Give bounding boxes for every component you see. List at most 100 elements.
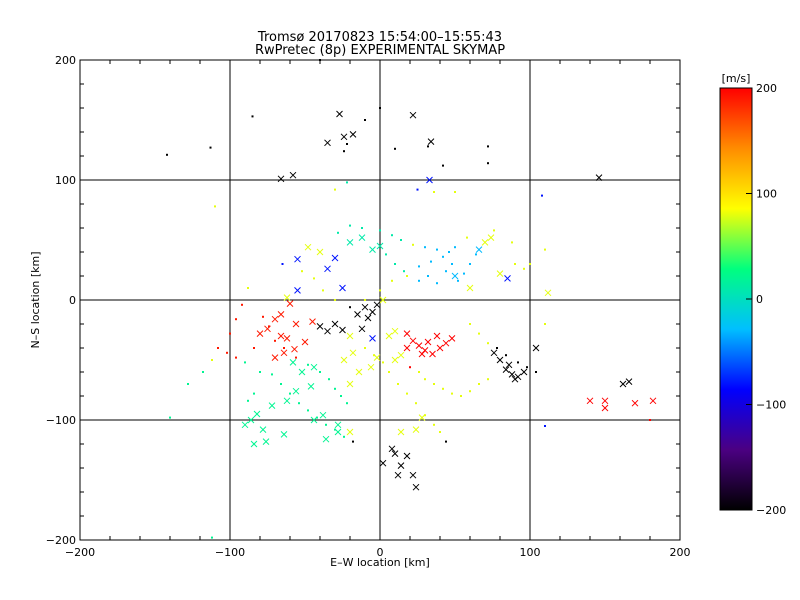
scatter-point-dot [364,347,366,349]
scatter-point-dot [244,361,246,364]
scatter-point-x [283,335,291,342]
scatter-point-dot [436,248,438,251]
scatter-point-x [409,337,417,345]
scatter-point-dot [214,205,216,208]
scatter-point-x [310,363,318,371]
scatter-point-x [271,354,279,361]
x-marker-stroke [487,234,495,241]
scatter-point-dot [346,402,348,405]
x-marker-stroke [355,368,363,376]
scatter-point-dot [433,383,435,385]
x-marker-stroke [354,311,361,318]
scatter-point-x [324,265,331,273]
scatter-point-x [511,375,519,383]
x-marker-stroke [291,345,298,353]
scatter-point-x [502,366,510,373]
scatter-point-x [294,255,301,263]
x-marker-stroke [451,272,459,280]
scatter-point-x [403,330,411,337]
x-marker-stroke [505,361,513,369]
scatter-point-dot [469,263,471,265]
scatter-point-dot [391,279,393,282]
scatter-point-x [376,242,384,250]
scatter-point-x [292,320,300,328]
scatter-point-dot [427,145,429,148]
x-marker-stroke [496,270,504,277]
scatter-point-dot [478,332,480,335]
x-marker-stroke [490,349,498,357]
plot-area [79,59,681,541]
x-marker-stroke [324,327,331,335]
scatter-point-x [346,428,354,436]
x-marker-stroke [340,133,348,141]
x-marker-stroke [346,428,354,436]
x-marker-stroke [625,378,633,385]
scatter-point-dot [280,383,282,385]
scatter-point-dot [319,371,321,373]
x-marker-stroke [298,368,306,376]
scatter-point-dot [400,239,402,241]
scatter-point-x [289,359,297,366]
x-marker-stroke [448,335,456,342]
scatter-point-dot [454,191,456,193]
x-marker-stroke [340,356,348,364]
scatter-point-dot [187,383,189,385]
x-marker-stroke [544,289,552,297]
scatter-point-x [340,133,348,141]
scatter-point-dot [295,356,297,359]
x-marker-stroke [286,300,294,307]
scatter-point-x [504,275,511,282]
scatter-point-dot [469,323,471,325]
x-marker-stroke [277,332,285,340]
x-marker-stroke [426,176,433,184]
scatter-point-x [340,356,348,364]
scatter-point-dot [394,263,396,265]
scatter-point-x [294,287,301,294]
x-marker-stroke [409,111,417,119]
x-marker-stroke [508,371,516,378]
scatter-point-dot [448,251,450,253]
x-marker-stroke [310,363,318,371]
scatter-point-x [253,410,261,418]
scatter-point-dot [281,263,284,265]
scatter-point-x [412,426,420,433]
scatter-point-dot [529,263,531,265]
scatter-point-x [316,248,324,256]
scatter-point-x [397,351,405,359]
scatter-point-x [268,402,276,409]
scatter-point-x [369,246,376,253]
scatter-point-x [481,239,489,246]
scatter-point-x [532,344,540,352]
scatter-point-dot [364,119,366,121]
x-marker-stroke [331,320,339,328]
x-marker-stroke [631,399,639,407]
x-marker-stroke [241,421,249,429]
scatter-point-dot [478,383,480,385]
scatter-point-dot [475,253,477,256]
scatter-point-x [331,320,339,328]
scatter-point-dot [379,107,381,109]
scatter-point-dot [328,378,330,381]
scatter-point-dot [436,282,438,285]
scatter-point-dot [496,347,498,349]
x-tick-label: −200 [65,546,95,559]
x-marker-stroke [649,397,657,405]
scatter-point-dot [247,287,249,289]
scatter-point-dot [412,243,414,246]
x-marker-stroke [271,315,279,323]
scatter-point-dot [385,253,387,256]
scatter-point-x [316,323,324,330]
scatter-point-dot [394,147,396,150]
x-marker-stroke [367,363,375,371]
scatter-point-dot [406,275,408,277]
x-marker-stroke [339,326,346,334]
scatter-point-dot [388,371,390,373]
scatter-point-dot [409,366,411,369]
scatter-point-x [595,174,603,181]
scatter-point-dot [424,414,426,417]
x-marker-stroke [424,338,432,346]
x-marker-stroke [292,387,300,395]
x-marker-stroke [307,383,315,390]
scatter-point-x [358,325,366,333]
